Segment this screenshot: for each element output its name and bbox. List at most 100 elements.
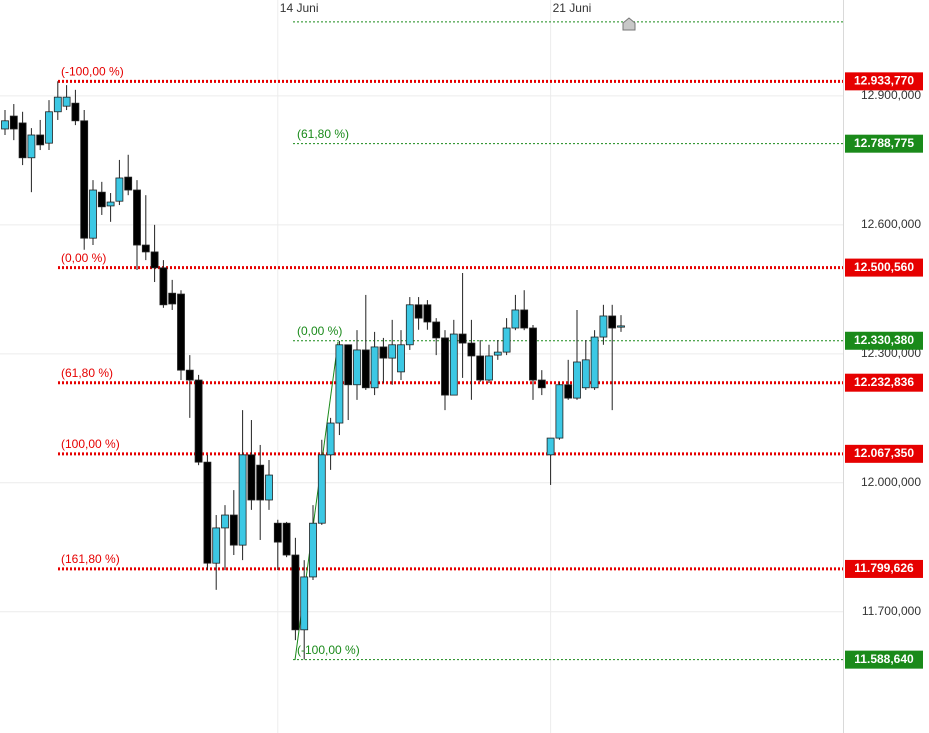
fib-value-label: 12.933,770 (854, 74, 914, 88)
fib-level-label: (0,00 %) (61, 251, 106, 265)
candle-body (493, 351, 502, 356)
candle-body (247, 454, 256, 501)
y-tick-label: 12.600,000 (861, 217, 921, 231)
candle-body (150, 251, 159, 269)
candle-body (397, 344, 405, 373)
candle-body (485, 355, 493, 381)
fib-value-label: 12.788,775 (854, 136, 914, 150)
candle-body (9, 115, 18, 130)
fib-level-label: (61,80 %) (61, 366, 113, 380)
candle-body (537, 379, 546, 389)
candle-body (432, 321, 441, 339)
candle-body (300, 576, 309, 631)
candle-body (414, 304, 423, 319)
candle-body (203, 461, 212, 564)
candle-body (185, 369, 194, 381)
candle-body (379, 346, 388, 359)
candle-body (581, 359, 590, 389)
candle-body (370, 346, 379, 389)
y-tick-label: 12.000,000 (861, 475, 921, 489)
candle-body (168, 292, 177, 305)
candle-body (335, 344, 344, 424)
candle-body (546, 437, 555, 456)
fib-value-box (845, 72, 923, 91)
candle-body (599, 315, 608, 338)
candle-body (194, 379, 203, 463)
candle-body (36, 134, 45, 146)
candle-body (106, 201, 115, 207)
candles (1, 81, 625, 660)
fib-level-label: (-100,00 %) (61, 65, 124, 79)
fib-level-label: (61,80 %) (297, 127, 349, 141)
x-tick-label: 21 Juni (553, 1, 592, 15)
fib-value-box (845, 373, 923, 392)
candle-body (388, 344, 397, 359)
candle-body (282, 522, 291, 556)
candle-body (529, 327, 537, 381)
fib-value-label: 12.330,380 (854, 333, 914, 347)
candle-body (458, 333, 467, 344)
candle-body (18, 122, 27, 159)
candle-body (423, 304, 432, 323)
fib-value-label: 12.500,560 (854, 260, 914, 274)
candle-body (177, 293, 185, 371)
candle-body (476, 355, 485, 381)
candle-body (212, 527, 221, 564)
fib-value-box (845, 444, 923, 463)
candle-body (564, 384, 573, 399)
candle-body (344, 344, 353, 386)
candle-body (317, 454, 326, 524)
candle-body (27, 134, 36, 159)
y-tick-label: 12.900,000 (861, 88, 921, 102)
candle-body (309, 522, 317, 578)
candle-body (133, 189, 141, 246)
candle-body (291, 554, 300, 631)
candle-body (256, 464, 265, 501)
candle-body (221, 514, 229, 529)
fib-value-box (845, 258, 923, 277)
candle-body (80, 120, 89, 239)
candle-body (511, 309, 520, 329)
candle-body (124, 176, 133, 191)
fib-level-label: (100,00 %) (61, 437, 120, 451)
candle-body (141, 244, 150, 253)
candle-body (405, 304, 414, 346)
candle-body (467, 342, 476, 357)
candle-body (502, 327, 511, 353)
candle-body (520, 309, 529, 329)
y-tick-label: 11.700,000 (862, 604, 921, 618)
candle-body (608, 315, 617, 329)
candle-body (353, 349, 361, 386)
candle-body (97, 191, 106, 208)
fib-value-label: 11.588,640 (854, 652, 914, 666)
fib-level-label: (161,80 %) (61, 552, 120, 566)
fib-value-box (845, 134, 923, 153)
candle-body (265, 474, 273, 501)
fib-value-label: 12.232,836 (854, 375, 914, 389)
candle-body (53, 96, 62, 113)
fib-value-label: 11.799,626 (854, 561, 914, 575)
fib-value-label: 12.067,350 (854, 446, 914, 460)
candle-body (617, 325, 625, 328)
candle-body (45, 111, 53, 144)
candle-body (238, 454, 247, 546)
candle-body (449, 333, 458, 396)
fib-level-label: (-100,00 %) (297, 643, 360, 657)
candle-body (71, 102, 80, 122)
candle-body (326, 422, 335, 456)
x-tick-label: 14 Juni (280, 1, 319, 15)
candle-body (555, 384, 564, 439)
marker-icon (622, 17, 636, 31)
candle-body (273, 522, 282, 543)
candle-body (590, 336, 599, 389)
candle-body (159, 267, 168, 306)
fib-level-label: (0,00 %) (297, 324, 342, 338)
candle-body (1, 120, 9, 130)
fib-value-box (845, 559, 923, 578)
candle-body (62, 96, 71, 107)
candle-body (229, 514, 238, 546)
candle-body (89, 189, 97, 239)
